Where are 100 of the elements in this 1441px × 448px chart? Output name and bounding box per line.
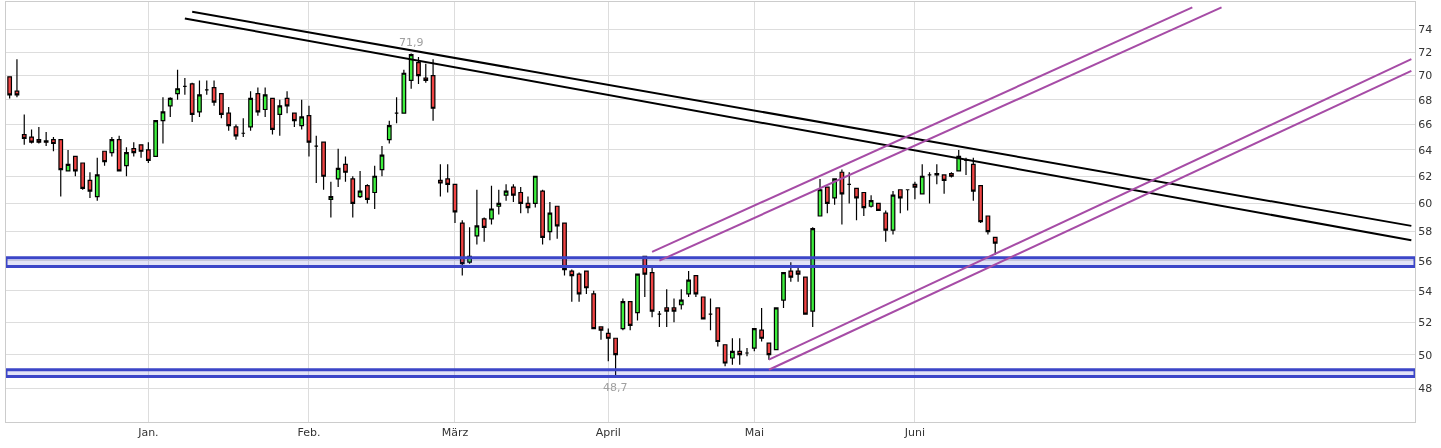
candlestick [401, 69, 407, 114]
candlestick [364, 183, 370, 205]
candlestick [751, 327, 757, 352]
candlestick [846, 171, 852, 205]
candlestick [795, 266, 801, 283]
candlestick [824, 186, 830, 214]
candlestick [51, 136, 56, 152]
candlestick [532, 175, 538, 209]
candlestick [876, 202, 881, 211]
candlestick [868, 194, 874, 209]
x-tick-label: Feb. [297, 426, 321, 440]
candlestick [335, 148, 341, 188]
candlestick [21, 113, 27, 146]
candlestick [985, 215, 991, 236]
candlestick [919, 163, 925, 195]
candlestick [270, 97, 275, 136]
y-tick-label: 54 [1418, 284, 1433, 298]
x-tick-label: Mai [744, 426, 764, 440]
candlestick [934, 163, 940, 185]
candlestick [810, 226, 816, 328]
candlestick [430, 58, 436, 122]
candlestick [357, 170, 363, 199]
candlestick [248, 90, 253, 132]
candlestick [525, 195, 531, 214]
candlestick [613, 337, 618, 378]
y-tick-label: 64 [1418, 143, 1433, 157]
candlestick [474, 189, 480, 246]
candlestick [240, 117, 246, 138]
x-tick-label: April [595, 426, 621, 440]
candlestick [350, 175, 356, 218]
candlestick [277, 99, 283, 137]
y-tick-label: 72 [1418, 46, 1433, 60]
candlestick [43, 131, 49, 147]
candlestick [36, 126, 42, 145]
candlestick [284, 90, 290, 114]
candlestick [131, 141, 137, 158]
candlestick [291, 112, 297, 128]
candlestick [394, 96, 399, 124]
candlestick [423, 63, 429, 84]
candlestick [124, 146, 129, 177]
candlestick [459, 219, 465, 277]
annotation: 71,9 [399, 36, 424, 49]
candlestick [620, 297, 626, 331]
candlestick [452, 183, 458, 224]
candlestick [437, 163, 443, 198]
candlestick [321, 141, 326, 191]
candlestick [138, 144, 144, 159]
candlestick [299, 99, 305, 131]
candlestick [7, 76, 13, 100]
candlestick [737, 337, 743, 366]
candlestick [540, 189, 545, 246]
candlestick [883, 209, 889, 243]
candlestick [379, 145, 385, 177]
candlestick [518, 186, 524, 214]
candlestick [671, 297, 677, 323]
candlestick [963, 157, 969, 176]
y-tick-label: 60 [1418, 197, 1433, 211]
candlestick [503, 183, 509, 202]
y-tick-label: 50 [1418, 348, 1433, 362]
candlestick [489, 185, 494, 226]
candlestick [854, 187, 859, 221]
candlestick [343, 155, 348, 183]
candlestick [255, 86, 261, 117]
candlestick [970, 157, 976, 202]
candlestick [759, 307, 764, 343]
candlestick [730, 337, 735, 366]
candlestick [109, 136, 115, 158]
candlestick [372, 165, 378, 210]
candlestick [211, 79, 217, 107]
candlestick [693, 275, 699, 298]
y-tick-label: 56 [1418, 254, 1433, 268]
candlestick [839, 169, 845, 226]
candlestick [328, 181, 334, 218]
y-tick-label: 70 [1418, 69, 1433, 83]
candlestick [102, 150, 107, 167]
candlestick [72, 155, 78, 177]
candlestick [912, 181, 918, 200]
y-tick-label: 52 [1418, 315, 1433, 329]
candlestick [416, 56, 421, 85]
candlestick [803, 276, 808, 315]
candlestick [306, 105, 312, 158]
candlestick [773, 307, 779, 351]
candlestick [445, 163, 451, 194]
candlestick [569, 269, 575, 303]
annotation: 48,7 [603, 381, 628, 394]
x-tick-label: Juni [903, 426, 926, 440]
candlestick [576, 272, 582, 303]
candlestick [635, 273, 640, 322]
candlestick [167, 96, 173, 118]
candlestick [686, 270, 691, 298]
candlestick [313, 135, 319, 184]
candlestick [861, 191, 867, 217]
candlestick [80, 162, 86, 191]
y-tick-label: 68 [1418, 93, 1433, 107]
candlestick [584, 270, 589, 295]
candlestick [182, 77, 188, 96]
candlestick [262, 86, 268, 118]
candlestick [511, 183, 516, 203]
y-tick-label: 58 [1418, 225, 1433, 239]
candlestick [554, 205, 560, 240]
